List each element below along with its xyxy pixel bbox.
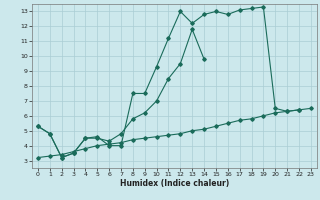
X-axis label: Humidex (Indice chaleur): Humidex (Indice chaleur) — [120, 179, 229, 188]
